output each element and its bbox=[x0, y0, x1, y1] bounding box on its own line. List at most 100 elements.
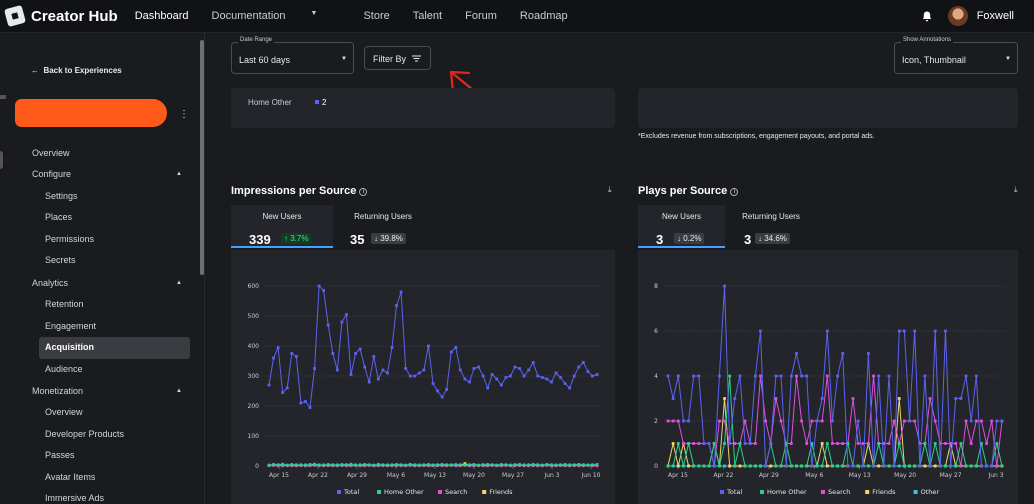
data-point bbox=[676, 442, 680, 445]
data-point bbox=[518, 367, 521, 370]
sidebar-item-monetization[interactable]: Monetization bbox=[32, 386, 84, 396]
data-point bbox=[513, 365, 517, 369]
sidebar-item-engagement[interactable]: Engagement bbox=[45, 321, 97, 331]
data-point bbox=[454, 346, 458, 349]
data-point bbox=[841, 352, 845, 355]
data-point bbox=[738, 442, 742, 445]
sidebar-scrollbar[interactable] bbox=[200, 40, 204, 275]
data-point bbox=[897, 442, 901, 445]
filter-by-button[interactable]: Filter By bbox=[364, 46, 431, 70]
data-point bbox=[527, 463, 531, 467]
sidebar-item-monetization-overview[interactable]: Overview bbox=[45, 407, 83, 417]
arrow-left-icon: ← bbox=[31, 66, 39, 75]
data-point bbox=[789, 374, 793, 378]
sidebar-item-secrets[interactable]: Secrets bbox=[45, 255, 76, 265]
data-point bbox=[795, 374, 798, 378]
chevron-up-icon[interactable]: ▲ bbox=[176, 388, 182, 394]
data-point bbox=[354, 352, 357, 355]
data-point bbox=[753, 464, 757, 468]
annotations-value: Icon, Thumbnail bbox=[902, 55, 966, 65]
sidebar-item-configure[interactable]: Configure bbox=[32, 169, 182, 179]
sidebar-item-places[interactable]: Places bbox=[45, 212, 73, 222]
data-point bbox=[440, 463, 444, 466]
data-point bbox=[340, 320, 344, 324]
data-point bbox=[738, 374, 742, 378]
data-point bbox=[577, 365, 581, 369]
y-tick-label: 2 bbox=[654, 418, 658, 425]
logo[interactable]: Creator Hub bbox=[3, 4, 118, 28]
data-point bbox=[463, 462, 467, 465]
sidebar-item-developer-products[interactable]: Developer Products bbox=[45, 429, 125, 439]
more-options-icon[interactable]: ⋮ bbox=[179, 109, 189, 120]
back-to-experiences-link[interactable]: ← Back to Experiences bbox=[31, 66, 122, 75]
sidebar-item-avatar-items[interactable]: Avatar Items bbox=[45, 472, 96, 482]
legend-swatch bbox=[482, 490, 487, 494]
rail-handle[interactable] bbox=[0, 151, 3, 169]
tab-value: 339 bbox=[249, 232, 271, 247]
data-point bbox=[381, 463, 385, 467]
data-point bbox=[559, 376, 562, 379]
data-point bbox=[499, 383, 503, 387]
data-point bbox=[728, 464, 732, 468]
x-tick-label: May 6 bbox=[805, 472, 823, 479]
nav-dashboard[interactable]: Dashboard bbox=[134, 10, 189, 22]
nav-documentation[interactable]: Documentation ▼ bbox=[212, 10, 341, 22]
tab-new-users[interactable]: New Users 3 ↓ 0.2% bbox=[638, 205, 725, 248]
nav-talent[interactable]: Talent bbox=[412, 10, 443, 22]
tab-returning-users[interactable]: Returning Users 3 ↓ 34.6% bbox=[727, 205, 815, 248]
avatar[interactable] bbox=[947, 6, 968, 26]
download-icon[interactable]: ⤓ bbox=[1014, 185, 1018, 194]
info-icon[interactable]: i bbox=[359, 188, 368, 196]
data-point bbox=[784, 464, 788, 468]
data-point bbox=[345, 463, 348, 467]
data-point bbox=[923, 374, 927, 378]
sidebar-item-retention[interactable]: Retention bbox=[45, 299, 84, 309]
date-range-select[interactable]: Date Range Last 60 days ▼ bbox=[231, 37, 354, 74]
info-icon[interactable]: i bbox=[730, 188, 739, 196]
data-point bbox=[902, 464, 906, 468]
data-point bbox=[877, 442, 881, 445]
chevron-up-icon[interactable]: ▲ bbox=[176, 280, 182, 286]
sidebar-item-passes[interactable]: Passes bbox=[45, 450, 75, 460]
plays-title-text: Plays per Source bbox=[638, 185, 728, 197]
chevron-up-icon[interactable]: ▲ bbox=[176, 171, 182, 177]
data-point bbox=[861, 442, 865, 445]
data-point bbox=[559, 463, 562, 467]
sidebar-item-immersive-ads[interactable]: Immersive Ads bbox=[45, 493, 105, 503]
y-tick-label: 6 bbox=[654, 328, 658, 335]
nav-forum[interactable]: Forum bbox=[465, 10, 497, 22]
legend-label: Home Other bbox=[767, 488, 807, 496]
data-point bbox=[417, 463, 421, 467]
sidebar-item-acquisition[interactable]: Acquisition bbox=[45, 342, 94, 352]
sidebar-item-analytics[interactable]: Analytics bbox=[32, 278, 69, 288]
nav-roadmap[interactable]: Roadmap bbox=[519, 10, 568, 22]
data-point bbox=[867, 442, 870, 445]
data-point bbox=[522, 374, 526, 378]
sidebar-item-permissions[interactable]: Permissions bbox=[45, 234, 95, 244]
notification-bell-icon[interactable] bbox=[922, 11, 932, 22]
data-point bbox=[820, 419, 824, 423]
annotations-select[interactable]: Show Annotations Icon, Thumbnail ▼ bbox=[894, 37, 1018, 74]
data-point bbox=[753, 374, 757, 378]
x-tick-label: May 27 bbox=[502, 472, 524, 479]
data-point bbox=[313, 462, 316, 466]
sidebar-item-overview[interactable]: Overview bbox=[32, 148, 70, 158]
nav-store[interactable]: Store bbox=[363, 10, 390, 22]
data-point bbox=[805, 442, 809, 445]
data-point bbox=[490, 373, 494, 376]
data-point bbox=[815, 464, 819, 468]
y-tick-label: 400 bbox=[248, 343, 260, 350]
data-point bbox=[285, 386, 289, 390]
data-point bbox=[427, 463, 430, 466]
legend-swatch bbox=[438, 490, 442, 494]
username[interactable]: Foxwell bbox=[976, 10, 1014, 22]
data-point bbox=[867, 352, 870, 355]
sidebar-item-audience[interactable]: Audience bbox=[45, 364, 83, 374]
home-other-label: Home Other bbox=[248, 98, 292, 107]
sidebar-item-settings[interactable]: Settings bbox=[45, 191, 78, 201]
top-left-panel: Home Other 2 bbox=[231, 88, 615, 128]
tab-new-users[interactable]: New Users 339 ↑ 3.7% bbox=[231, 205, 333, 248]
download-icon[interactable]: ⤓ bbox=[608, 185, 612, 194]
tab-returning-users[interactable]: Returning Users 35 ↓ 39.8% bbox=[335, 205, 431, 248]
data-point bbox=[422, 368, 426, 372]
